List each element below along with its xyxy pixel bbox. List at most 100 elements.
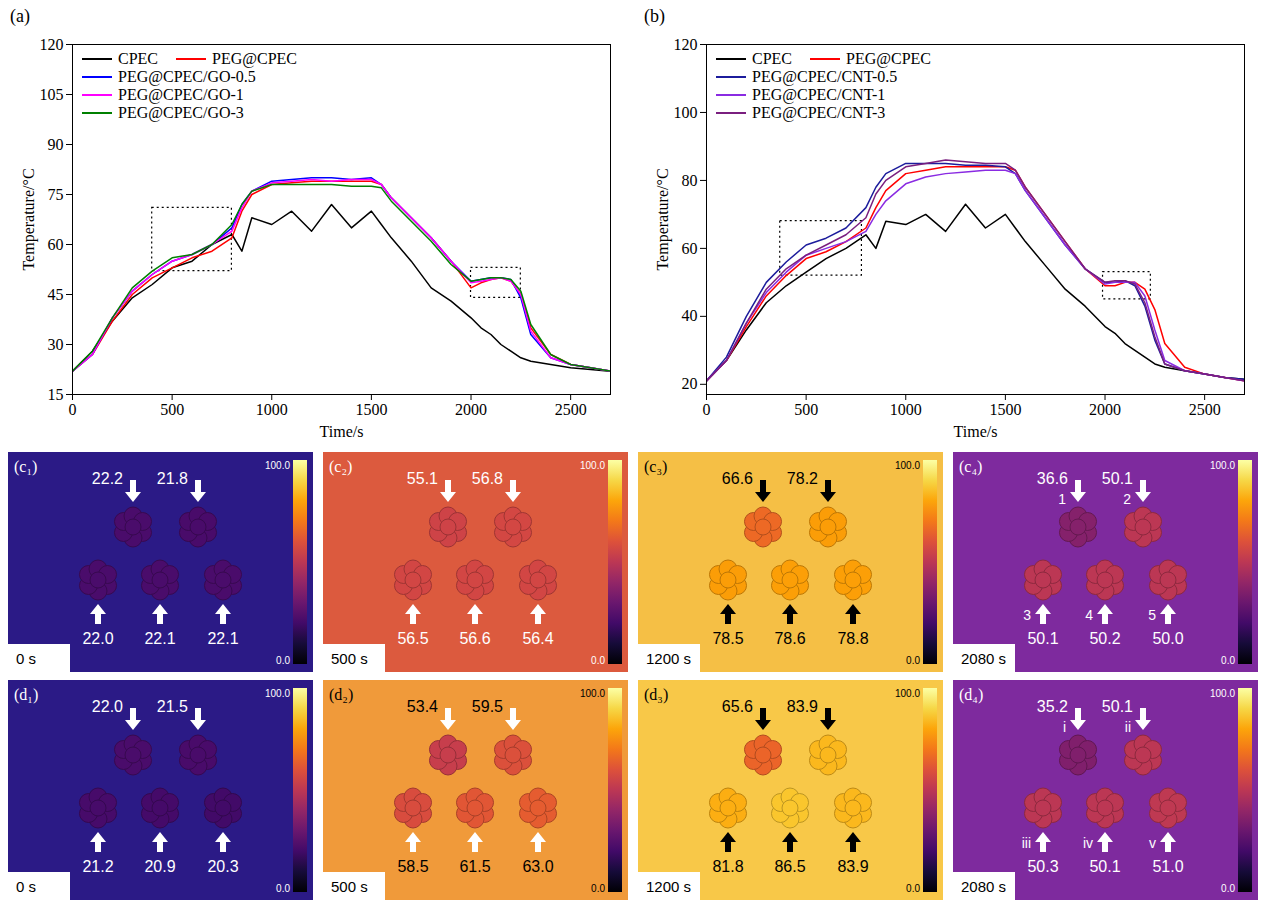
svg-text:(c₃): (c₃) <box>644 458 667 476</box>
svg-text:50.3: 50.3 <box>1027 858 1058 875</box>
svg-text:78.5: 78.5 <box>712 630 743 647</box>
svg-text:(c₄): (c₄) <box>959 458 982 476</box>
svg-text:75: 75 <box>48 186 64 203</box>
svg-text:100.0: 100.0 <box>265 688 290 699</box>
svg-text:21.2: 21.2 <box>82 858 113 875</box>
svg-text:58.5: 58.5 <box>397 858 428 875</box>
svg-text:105: 105 <box>40 86 64 103</box>
svg-text:50.1: 50.1 <box>1089 858 1120 875</box>
svg-text:1200 s: 1200 s <box>646 878 691 895</box>
svg-text:90: 90 <box>48 136 64 153</box>
svg-text:20: 20 <box>682 375 698 392</box>
svg-text:80: 80 <box>682 172 698 189</box>
svg-text:(d₂): (d₂) <box>329 686 353 704</box>
svg-text:100.0: 100.0 <box>895 688 920 699</box>
svg-text:15: 15 <box>48 386 64 403</box>
svg-text:61.5: 61.5 <box>459 858 490 875</box>
svg-text:78.6: 78.6 <box>774 630 805 647</box>
svg-text:50.1: 50.1 <box>1027 630 1058 647</box>
svg-text:2000: 2000 <box>1089 401 1121 418</box>
svg-text:78.2: 78.2 <box>787 470 818 487</box>
svg-text:500 s: 500 s <box>331 878 368 895</box>
svg-text:1000: 1000 <box>890 401 922 418</box>
svg-text:2080 s: 2080 s <box>961 878 1006 895</box>
svg-text:0.0: 0.0 <box>591 883 605 894</box>
svg-text:22.0: 22.0 <box>82 630 113 647</box>
svg-text:100.0: 100.0 <box>1210 460 1235 471</box>
svg-text:35.2: 35.2 <box>1037 698 1068 715</box>
svg-text:500 s: 500 s <box>331 650 368 667</box>
svg-text:120: 120 <box>40 36 64 53</box>
svg-text:66.6: 66.6 <box>722 470 753 487</box>
svg-text:1000: 1000 <box>256 401 288 418</box>
svg-text:0.0: 0.0 <box>276 883 290 894</box>
svg-text:Time/s: Time/s <box>320 423 364 440</box>
svg-text:56.4: 56.4 <box>522 630 553 647</box>
svg-text:100.0: 100.0 <box>580 460 605 471</box>
svg-text:0: 0 <box>703 401 711 418</box>
svg-text:55.1: 55.1 <box>407 470 438 487</box>
svg-text:100.0: 100.0 <box>265 460 290 471</box>
svg-text:ii: ii <box>1125 719 1131 735</box>
svg-text:22.2: 22.2 <box>92 470 123 487</box>
svg-text:0.0: 0.0 <box>591 655 605 666</box>
svg-text:4: 4 <box>1085 607 1093 623</box>
svg-text:50.1: 50.1 <box>1102 470 1133 487</box>
svg-text:50.0: 50.0 <box>1152 630 1183 647</box>
svg-text:22.0: 22.0 <box>92 698 123 715</box>
svg-text:30: 30 <box>48 336 64 353</box>
svg-text:56.5: 56.5 <box>397 630 428 647</box>
svg-text:81.8: 81.8 <box>712 858 743 875</box>
svg-text:v: v <box>1149 835 1156 851</box>
svg-text:120: 120 <box>674 36 698 53</box>
svg-text:83.9: 83.9 <box>837 858 868 875</box>
svg-text:(c₂): (c₂) <box>329 458 352 476</box>
svg-text:(d₄): (d₄) <box>959 686 983 704</box>
svg-text:83.9: 83.9 <box>787 698 818 715</box>
svg-text:0.0: 0.0 <box>1221 883 1235 894</box>
svg-text:22.1: 22.1 <box>207 630 238 647</box>
svg-text:(d₃): (d₃) <box>644 686 668 704</box>
svg-text:5: 5 <box>1148 607 1156 623</box>
svg-text:2000: 2000 <box>455 401 487 418</box>
svg-text:1: 1 <box>1058 491 1066 507</box>
svg-text:0.0: 0.0 <box>906 883 920 894</box>
svg-text:45: 45 <box>48 286 64 303</box>
svg-text:0.0: 0.0 <box>1221 655 1235 666</box>
svg-text:100: 100 <box>674 104 698 121</box>
svg-text:3: 3 <box>1023 607 1031 623</box>
svg-text:1500: 1500 <box>989 401 1021 418</box>
svg-text:78.8: 78.8 <box>837 630 868 647</box>
svg-text:Temperature/°C: Temperature/°C <box>20 168 38 270</box>
svg-text:0 s: 0 s <box>16 650 36 667</box>
svg-text:500: 500 <box>160 401 184 418</box>
svg-text:56.8: 56.8 <box>472 470 503 487</box>
svg-text:i: i <box>1063 719 1066 735</box>
svg-text:2500: 2500 <box>555 401 587 418</box>
svg-text:86.5: 86.5 <box>774 858 805 875</box>
svg-text:40: 40 <box>682 307 698 324</box>
svg-text:21.5: 21.5 <box>157 698 188 715</box>
svg-text:50.2: 50.2 <box>1089 630 1120 647</box>
svg-text:(d₁): (d₁) <box>14 686 38 704</box>
svg-text:65.6: 65.6 <box>722 698 753 715</box>
svg-text:500: 500 <box>794 401 818 418</box>
svg-text:Temperature/°C: Temperature/°C <box>654 168 672 270</box>
svg-text:100.0: 100.0 <box>1210 688 1235 699</box>
svg-text:51.0: 51.0 <box>1152 858 1183 875</box>
svg-text:1500: 1500 <box>355 401 387 418</box>
svg-text:(c₁): (c₁) <box>14 458 37 476</box>
svg-text:63.0: 63.0 <box>522 858 553 875</box>
svg-text:36.6: 36.6 <box>1037 470 1068 487</box>
svg-text:iii: iii <box>1022 835 1031 851</box>
svg-text:21.8: 21.8 <box>157 470 188 487</box>
svg-text:0.0: 0.0 <box>276 655 290 666</box>
svg-text:2080 s: 2080 s <box>961 650 1006 667</box>
svg-text:60: 60 <box>682 240 698 257</box>
svg-text:2: 2 <box>1123 491 1131 507</box>
svg-text:Time/s: Time/s <box>954 423 998 440</box>
svg-text:50.1: 50.1 <box>1102 698 1133 715</box>
svg-text:1200 s: 1200 s <box>646 650 691 667</box>
svg-text:20.9: 20.9 <box>144 858 175 875</box>
svg-text:100.0: 100.0 <box>895 460 920 471</box>
